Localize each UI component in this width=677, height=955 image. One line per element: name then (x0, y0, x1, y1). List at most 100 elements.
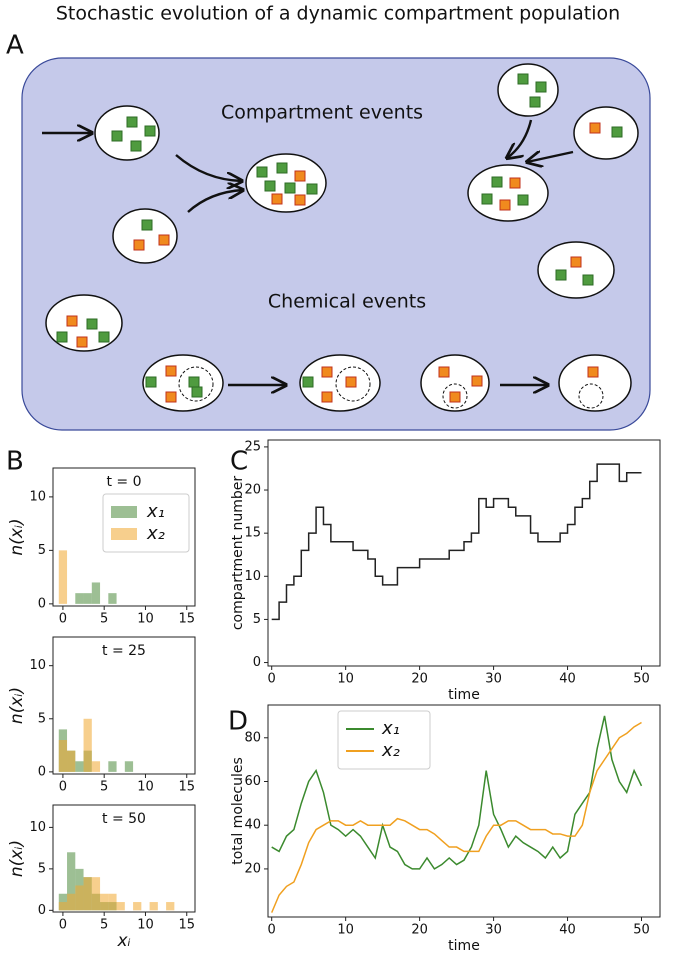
y-axis-label: total molecules (230, 757, 246, 865)
histogram-bar (83, 877, 92, 911)
compartment (467, 164, 549, 222)
histogram-bar (58, 740, 68, 772)
molecule-x2 (294, 194, 306, 206)
reaction-site (578, 383, 604, 409)
y-tick-label: 0 (38, 596, 46, 611)
molecule-x2 (294, 170, 306, 182)
molecule-x1 (126, 116, 138, 128)
y-tick-label: 15 (244, 526, 261, 541)
histogram-bar (133, 902, 142, 911)
arrow (507, 119, 533, 158)
molecule-x1 (535, 81, 547, 93)
molecule-x2 (271, 193, 283, 205)
y-axis-label: n(xᵢ) (7, 840, 27, 877)
compartment (420, 354, 490, 412)
x-tick-label: 10 (137, 918, 154, 933)
reaction-site (442, 383, 468, 409)
molecule-x2 (321, 366, 333, 378)
histogram-bar (116, 902, 125, 911)
x-tick-label: 40 (559, 672, 576, 687)
arrow (175, 154, 242, 181)
chart: 0 5 10 15 0 5 10 t = 25 n(xᵢ) (7, 636, 196, 795)
legend-label: x₁ (146, 501, 165, 522)
legend-label: x₁ (381, 718, 400, 739)
molecule-x1 (529, 96, 541, 108)
arrow (527, 152, 574, 162)
histogram-bar (58, 550, 68, 604)
axes-frame (267, 704, 661, 918)
histogram-bar (83, 593, 92, 604)
axes-title: t = 25 (102, 643, 146, 659)
x-tick-label: 30 (485, 672, 502, 687)
molecule-x2 (570, 256, 582, 268)
x-tick-label: 10 (137, 612, 154, 627)
molecule-x1 (555, 269, 567, 281)
molecule-x1 (517, 194, 529, 206)
x-axis-label: time (448, 938, 480, 954)
x-tick-label: 5 (100, 780, 108, 795)
axes-frame (52, 467, 196, 607)
compartment (112, 208, 178, 264)
molecule-x2 (589, 122, 601, 134)
histogram-bar (67, 893, 76, 911)
chart: 0 10 20 30 40 50 20 40 60 80 time total molecules x₁… (230, 704, 661, 954)
histogram-bar (100, 893, 109, 911)
molecule-x1 (144, 125, 156, 137)
y-tick-label: 80 (244, 730, 261, 745)
diagram-label: Chemical events (268, 291, 426, 313)
y-tick-label: 5 (38, 711, 46, 726)
x-tick-label: 10 (137, 780, 154, 795)
molecule-x2 (587, 366, 599, 378)
molecule-x1 (145, 376, 157, 388)
x-tick-label: 10 (337, 672, 354, 687)
molecule-x1 (276, 162, 288, 174)
histogram-bar (58, 902, 68, 911)
histogram-bar (75, 593, 84, 604)
molecule-x1 (611, 126, 623, 138)
panel-label: C (230, 447, 248, 477)
reaction-site (178, 366, 214, 402)
x-tick-label: 40 (559, 923, 576, 938)
x-tick-label: 0 (59, 918, 67, 933)
y-tick-label: 5 (38, 861, 46, 876)
histogram-bar (75, 885, 84, 911)
legend-label: x₂ (381, 740, 400, 761)
molecule-x1 (98, 331, 110, 343)
molecule-x1 (582, 274, 594, 286)
diagram-label: Compartment events (221, 102, 423, 124)
molecule-x2 (158, 234, 170, 246)
axes-frame (267, 439, 661, 667)
y-tick-label: 25 (244, 439, 261, 454)
legend-box (337, 710, 431, 770)
molecule-x1 (191, 386, 203, 398)
x-tick-label: 5 (100, 918, 108, 933)
histogram-bar (91, 582, 101, 604)
histogram-bar (124, 761, 134, 772)
y-tick-label: 10 (244, 569, 261, 584)
histogram-bar (67, 750, 76, 772)
x-tick-label: 10 (337, 923, 354, 938)
axes-frame (52, 804, 196, 913)
histogram-bar (75, 761, 84, 772)
molecule-x2 (66, 315, 78, 327)
y-tick-label: 0 (38, 903, 46, 918)
arrow (187, 190, 243, 213)
molecule-x2 (499, 199, 511, 211)
x-axis-label: time (448, 687, 480, 703)
legend-swatch (111, 506, 137, 518)
axes-title: t = 0 (106, 474, 141, 490)
molecule-x2 (509, 177, 521, 189)
y-tick-label: 0 (38, 764, 46, 779)
molecule-x1 (130, 140, 142, 152)
molecule-x1 (306, 183, 318, 195)
molecule-x1 (111, 130, 123, 142)
x-tick-label: 15 (178, 780, 195, 795)
molecule-x2 (345, 376, 357, 388)
y-tick-label: 20 (244, 483, 261, 498)
molecule-x2 (438, 366, 450, 378)
y-tick-label: 40 (244, 818, 261, 833)
x-tick-label: 30 (485, 923, 502, 938)
compartment (497, 63, 559, 117)
compartment (94, 105, 160, 161)
